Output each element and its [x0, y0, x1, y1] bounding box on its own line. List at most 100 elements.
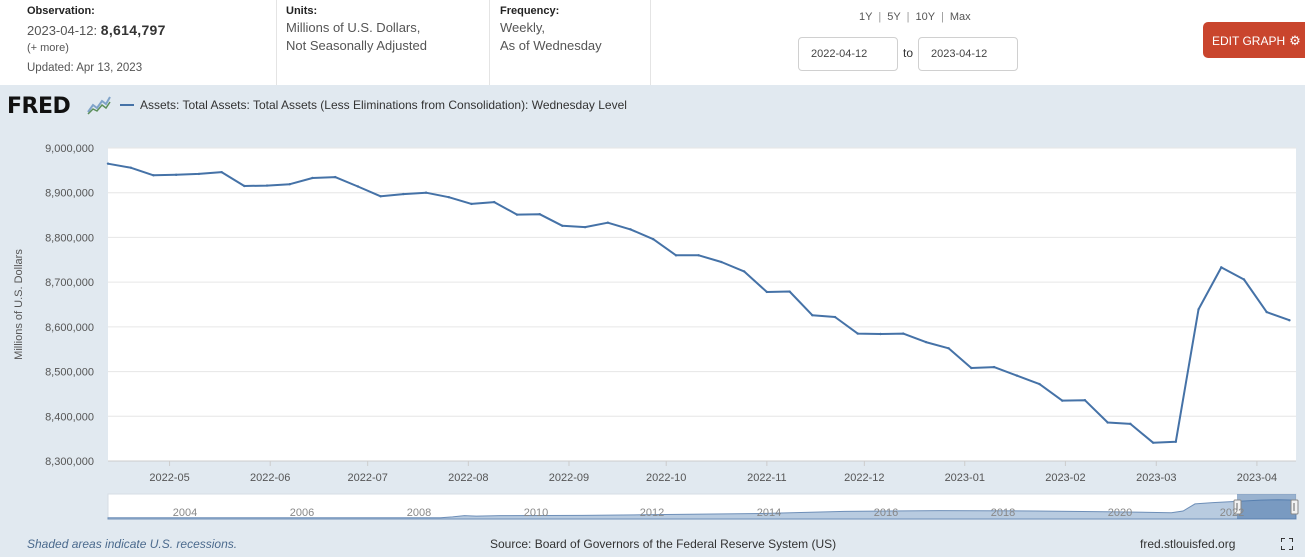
data-point[interactable] — [720, 260, 723, 264]
data-point[interactable] — [152, 174, 155, 177]
observation-label: Observation: — [27, 5, 95, 17]
chart-panel: FRED Assets: Total Assets: Total Assets … — [0, 85, 1305, 557]
data-point[interactable] — [129, 166, 132, 169]
data-point[interactable] — [265, 184, 269, 187]
navigator-selection[interactable] — [1237, 494, 1296, 519]
y-tick-label: 8,400,000 — [45, 411, 94, 423]
data-point[interactable] — [538, 212, 541, 216]
fred-chart-icon — [87, 95, 111, 115]
units-line-1: Millions of U.S. Dollars, — [286, 20, 421, 35]
data-point[interactable] — [833, 315, 837, 319]
data-point[interactable] — [742, 270, 746, 273]
data-point[interactable] — [765, 290, 769, 294]
data-point[interactable] — [583, 225, 587, 229]
x-tick-label: 2023-04 — [1237, 472, 1277, 484]
data-point[interactable] — [1220, 266, 1223, 269]
y-tick-label: 8,700,000 — [45, 277, 94, 289]
data-point[interactable] — [1174, 440, 1178, 443]
data-point[interactable] — [1038, 382, 1041, 386]
navigator-year-label: 2008 — [407, 507, 431, 519]
more-observations-link[interactable]: (+ more) — [27, 42, 276, 55]
x-tick-label: 2022-06 — [250, 472, 290, 484]
data-point[interactable] — [1197, 308, 1200, 311]
range-5y-button[interactable]: 5Y — [887, 11, 901, 23]
data-point[interactable] — [606, 221, 610, 224]
data-point[interactable] — [901, 332, 905, 335]
data-point[interactable] — [197, 172, 201, 176]
data-point[interactable] — [1083, 398, 1087, 402]
updated-date: Updated: Apr 13, 2023 — [27, 62, 143, 74]
data-point[interactable] — [447, 195, 450, 199]
data-point[interactable] — [970, 366, 973, 370]
edit-graph-button[interactable]: EDIT GRAPH ⚙ — [1203, 22, 1305, 58]
line-chart[interactable]: 9,000,000 8,900,000 8,800,000 8,700,000 8,60… — [0, 85, 1305, 535]
fullscreen-icon[interactable] — [1281, 538, 1293, 550]
data-point[interactable] — [697, 254, 700, 257]
data-point[interactable] — [674, 254, 678, 257]
data-point[interactable] — [1151, 441, 1155, 444]
navigator-year-label: 2014 — [757, 507, 781, 519]
navigator-year-label: 2016 — [874, 507, 898, 519]
data-point[interactable] — [788, 290, 791, 293]
data-point[interactable] — [1265, 310, 1268, 314]
data-point[interactable] — [402, 192, 405, 196]
data-point[interactable] — [1106, 421, 1109, 424]
data-point[interactable] — [652, 238, 655, 241]
y-axis-title: Millions of U.S. Dollars — [13, 249, 25, 360]
data-point[interactable] — [493, 200, 496, 204]
data-point[interactable] — [220, 170, 223, 174]
data-point[interactable] — [1242, 278, 1246, 281]
data-point[interactable] — [1015, 374, 1018, 377]
data-point[interactable] — [515, 213, 519, 216]
y-tick-label: 8,500,000 — [45, 367, 94, 379]
plot-area — [108, 148, 1296, 461]
x-tick-label: 2022-07 — [347, 472, 387, 484]
legend-label: Assets: Total Assets: Total Assets (Less… — [140, 98, 627, 112]
data-point[interactable] — [333, 175, 337, 179]
data-point[interactable] — [379, 195, 382, 198]
data-point[interactable] — [1288, 319, 1291, 322]
y-tick-label: 9,000,000 — [45, 143, 94, 155]
data-point[interactable] — [174, 173, 178, 177]
data-point[interactable] — [311, 176, 314, 180]
range-1y-button[interactable]: 1Y — [859, 11, 873, 23]
data-point[interactable] — [288, 183, 291, 186]
site-link[interactable]: fred.stlouisfed.org — [1140, 537, 1236, 551]
more-link-text[interactable]: (+ more) — [27, 42, 69, 54]
range-selector: 1Y | 5Y | 10Y | Max — [859, 11, 971, 23]
data-point[interactable] — [856, 332, 859, 335]
data-point[interactable] — [1061, 399, 1064, 402]
data-point[interactable] — [947, 347, 950, 350]
edit-graph-label[interactable]: EDIT GRAPH — [1212, 34, 1286, 48]
data-point[interactable] — [561, 224, 564, 228]
navigator-year-label: 2018 — [991, 507, 1015, 519]
legend-swatch — [120, 104, 134, 106]
range-separator: | — [878, 11, 882, 23]
data-point[interactable] — [106, 162, 110, 165]
navigator-year-label: 2006 — [290, 507, 314, 519]
data-point[interactable] — [243, 184, 246, 188]
fred-logo[interactable]: FRED — [7, 94, 71, 119]
y-tick-label: 8,300,000 — [45, 456, 94, 468]
data-point[interactable] — [992, 365, 996, 369]
data-point[interactable] — [356, 185, 360, 188]
range-max-button[interactable]: Max — [949, 11, 971, 23]
x-tick-label: 2022-12 — [844, 472, 884, 484]
gear-icon[interactable]: ⚙ — [1289, 33, 1301, 48]
date-to-input[interactable]: 2023-04-12 — [918, 37, 1018, 71]
navigator-year-label: 2020 — [1108, 507, 1132, 519]
data-point[interactable] — [470, 202, 473, 206]
data-point[interactable] — [629, 228, 632, 231]
x-tick-label: 2022-05 — [149, 472, 189, 484]
data-point[interactable] — [1129, 422, 1132, 426]
x-tick-label: 2023-03 — [1136, 472, 1176, 484]
data-point[interactable] — [924, 340, 928, 344]
units-line-2: Not Seasonally Adjusted — [286, 38, 427, 53]
y-tick-label: 8,900,000 — [45, 188, 94, 200]
data-point[interactable] — [811, 314, 814, 317]
data-point[interactable] — [424, 191, 428, 194]
date-from-input[interactable]: 2022-04-12 — [798, 37, 898, 71]
x-tick-label: 2023-01 — [945, 472, 985, 484]
range-10y-button[interactable]: 10Y — [915, 11, 935, 23]
data-point[interactable] — [879, 332, 882, 336]
